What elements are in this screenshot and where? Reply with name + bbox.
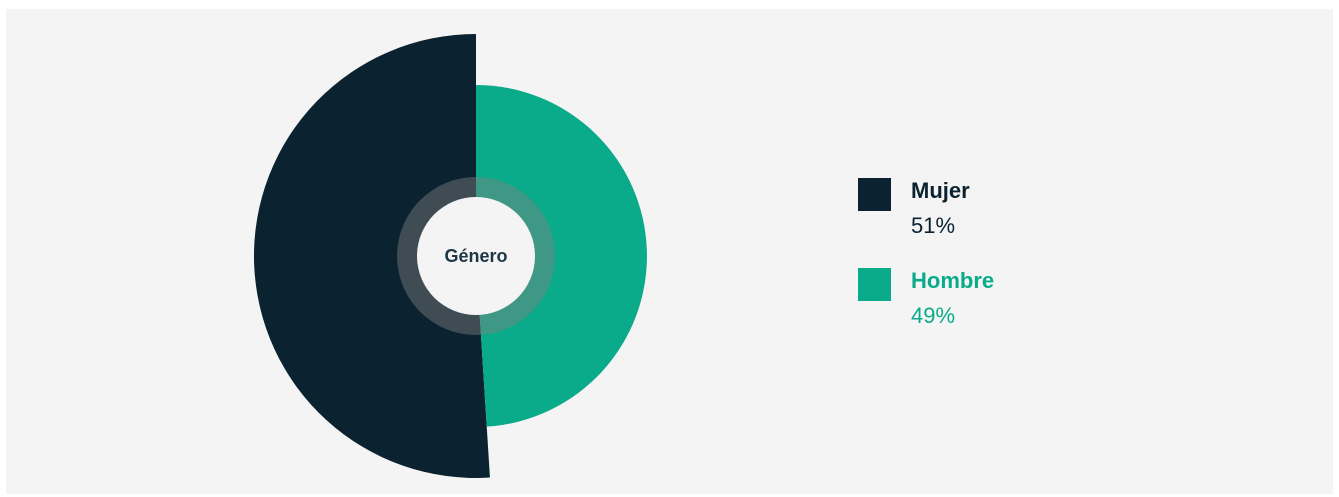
center-hole bbox=[417, 197, 535, 315]
legend-swatch bbox=[858, 268, 891, 301]
chart-panel bbox=[6, 9, 1333, 494]
pie-slice-hombre[interactable] bbox=[476, 85, 647, 427]
legend-label: Mujer bbox=[911, 178, 970, 203]
legend-value: 51% bbox=[911, 213, 956, 238]
legend-swatch bbox=[858, 178, 891, 211]
pie-slice-mujer[interactable] bbox=[253, 33, 490, 478]
center-label: Género bbox=[444, 246, 507, 266]
legend-value: 49% bbox=[911, 303, 956, 328]
legend-label: Hombre bbox=[911, 268, 995, 293]
